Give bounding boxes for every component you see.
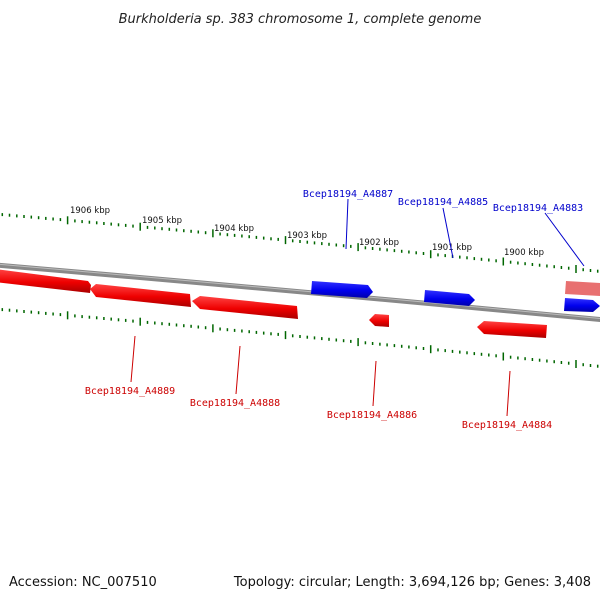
- genome-backbone-highlight: [0, 263, 600, 320]
- gene-arrow-a4887[interactable]: [311, 281, 373, 298]
- gene-labels: Bcep18194_A4887 Bcep18194_A4885 Bcep1819…: [85, 189, 583, 431]
- kbp-label-1902: 1902 kbp: [359, 238, 399, 248]
- gene-label-a4887[interactable]: Bcep18194_A4887: [303, 189, 393, 200]
- gene-label-a4884[interactable]: Bcep18194_A4884: [462, 420, 552, 431]
- callout-line-a4883: [544, 212, 585, 267]
- callout-line-a4886: [372, 360, 377, 407]
- accession-label: Accession: NC_007510: [9, 575, 157, 590]
- kbp-label-1901: 1901 kbp: [432, 243, 472, 253]
- gene-arrow-a4886[interactable]: [369, 314, 389, 327]
- topology-label: Topology: circular; Length: 3,694,126 bp…: [233, 575, 591, 590]
- gene-arrow-a4889[interactable]: [90, 284, 191, 307]
- callout-line-a4887: [345, 198, 349, 250]
- gene-label-a4889[interactable]: Bcep18194_A4889: [85, 386, 175, 397]
- gene-label-a4886[interactable]: Bcep18194_A4886: [327, 410, 417, 421]
- genome-backbone: [0, 262, 600, 323]
- map-title: Burkholderia sp. 383 chromosome 1, compl…: [119, 12, 482, 27]
- callout-line-a4885: [442, 207, 454, 259]
- gene-label-a4883[interactable]: Bcep18194_A4883: [493, 203, 583, 214]
- gene-arrow-a4888[interactable]: [192, 296, 298, 319]
- gene-arrow-a4883[interactable]: [564, 298, 600, 312]
- gene-arrow-right-edge[interactable]: [565, 281, 600, 296]
- gene-arrow-left-edge[interactable]: [0, 269, 91, 293]
- kbp-label-1905: 1905 kbp: [142, 216, 182, 226]
- kbp-label-1904: 1904 kbp: [214, 224, 254, 234]
- callout-line-a4888: [235, 345, 241, 395]
- kbp-label-1906: 1906 kbp: [70, 206, 110, 216]
- gene-label-a4885[interactable]: Bcep18194_A4885: [398, 197, 488, 208]
- gene-callout-lines: [130, 198, 585, 417]
- outer-tick-track: [1, 213, 599, 273]
- kbp-labels: 1906 kbp 1905 kbp 1904 kbp 1903 kbp 1902…: [70, 206, 544, 258]
- gene-arrow-a4885[interactable]: [424, 290, 475, 306]
- kbp-label-1903: 1903 kbp: [287, 231, 327, 241]
- inner-tick-track: [1, 308, 599, 368]
- gene-label-a4888[interactable]: Bcep18194_A4888: [190, 398, 280, 409]
- callout-line-a4884: [506, 370, 511, 417]
- forward-strand-genes: [311, 281, 600, 312]
- reverse-strand-genes: [0, 269, 547, 338]
- callout-line-a4889: [130, 335, 136, 383]
- gene-arrow-a4884[interactable]: [477, 321, 547, 338]
- kbp-label-1900: 1900 kbp: [504, 248, 544, 258]
